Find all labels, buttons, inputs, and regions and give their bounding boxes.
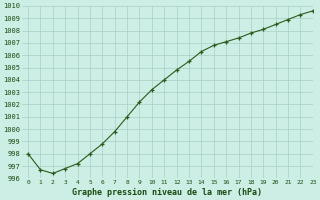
X-axis label: Graphe pression niveau de la mer (hPa): Graphe pression niveau de la mer (hPa) [72,188,262,197]
